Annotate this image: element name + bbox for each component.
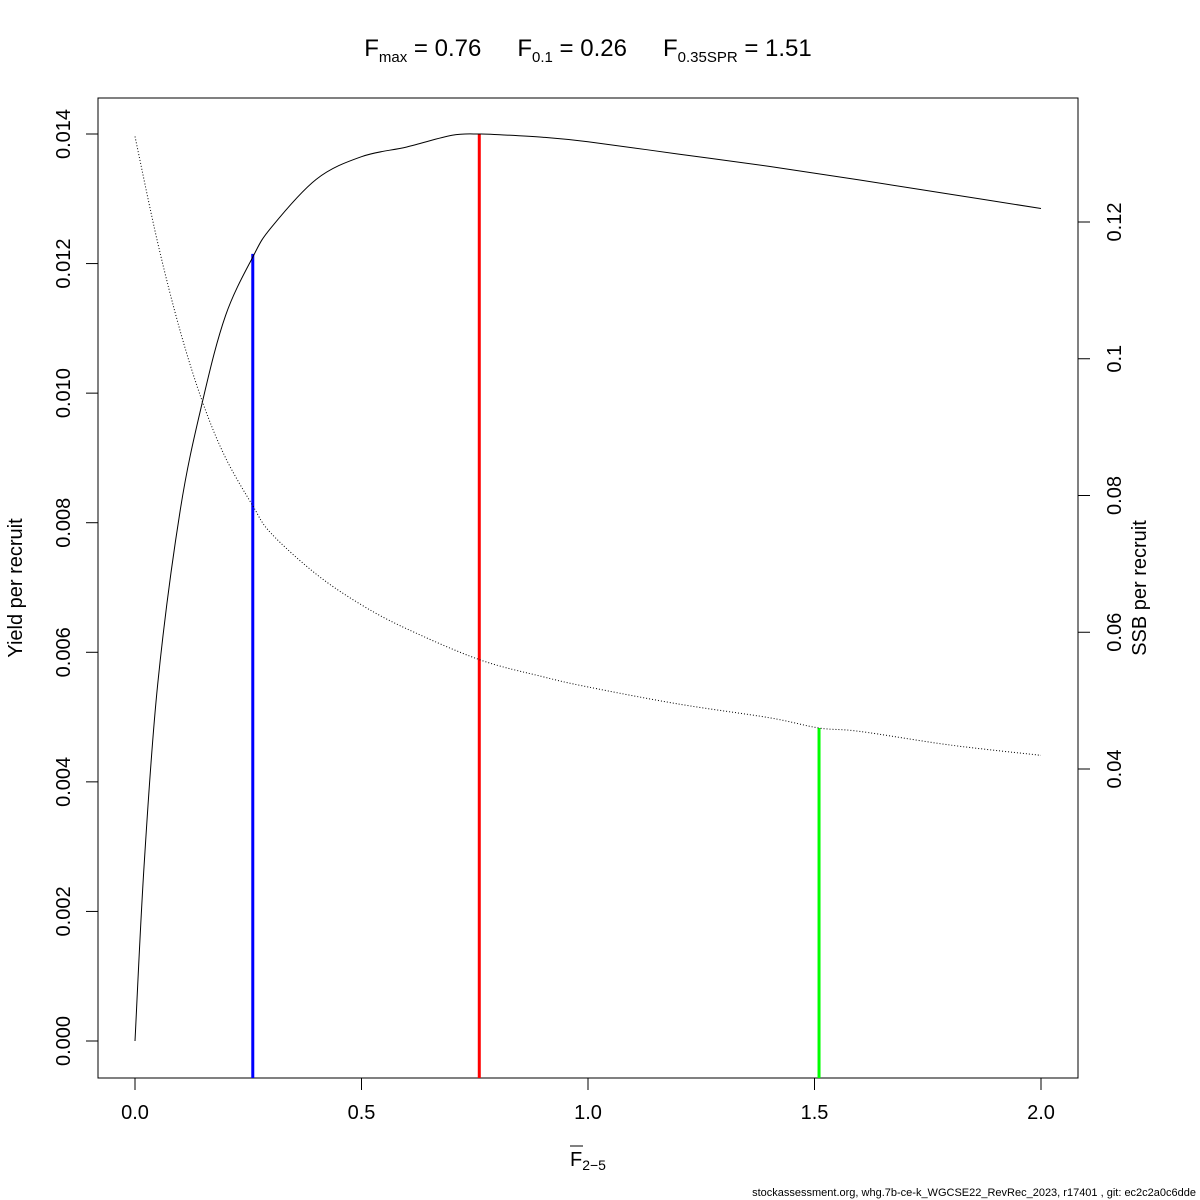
f01-sub: 0.1 <box>532 49 553 66</box>
y-left-tick-label: 0.004 <box>53 757 75 807</box>
y-left-tick-label: 0.002 <box>53 886 75 936</box>
ssb-per-recruit-curve <box>134 136 1042 756</box>
x-tick-label: 1.0 <box>574 1102 602 1124</box>
f035spr-value: 1.51 <box>765 35 812 62</box>
reference-lines <box>251 134 821 1078</box>
footer-note: stockassessment.org, whg.7b-ce-k_WGCSE22… <box>752 1187 1196 1199</box>
f01-eq: = <box>553 35 580 62</box>
plot-frame <box>97 97 1079 1079</box>
f01-symbol: F <box>517 35 532 62</box>
y-axis-right-label: SSB per recruit <box>1129 520 1151 656</box>
x-axis-label: F2−5 <box>570 1145 606 1173</box>
x-label-sub: 2−5 <box>582 1157 606 1173</box>
chart-title: Fmax = 0.76 F0.1 = 0.26 F0.35SPR = 1.51 <box>364 35 812 66</box>
y-right-tick-label: 0.1 <box>1104 345 1126 373</box>
x-label-symbol: F <box>570 1149 582 1171</box>
y-axis-left-label: Yield per recruit <box>5 518 27 658</box>
fmax-value: 0.76 <box>435 35 482 62</box>
y-axis-left: 0.000 0.002 0.004 0.006 0.008 0.010 0.012 0.014 <box>53 109 98 1066</box>
svg-text:F2−5: F2−5 <box>570 1149 606 1173</box>
y-left-tick-label: 0.008 <box>53 498 75 548</box>
y-left-tick-label: 0.000 <box>53 1016 75 1066</box>
fmax-eq: = <box>407 35 434 62</box>
yield-per-recruit-curve <box>134 133 1042 1042</box>
y-left-tick-label: 0.010 <box>53 368 75 418</box>
f035spr-eq: = <box>738 35 765 62</box>
y-left-tick-label: 0.006 <box>53 627 75 677</box>
f035spr-sub: 0.35SPR <box>678 49 738 66</box>
y-axis-right: 0.04 0.06 0.08 0.1 0.12 <box>1078 203 1126 789</box>
y-left-tick-label: 0.014 <box>53 109 75 159</box>
f01-value: 0.26 <box>580 35 627 62</box>
fmax-symbol: F <box>364 35 379 62</box>
y-right-tick-label: 0.06 <box>1104 613 1126 652</box>
y-right-tick-label: 0.08 <box>1104 476 1126 515</box>
y-right-tick-label: 0.04 <box>1104 750 1126 789</box>
x-axis: 0.0 0.5 1.0 1.5 2.0 <box>121 1078 1055 1124</box>
x-tick-label: 1.5 <box>801 1102 829 1124</box>
x-tick-label: 2.0 <box>1027 1102 1055 1124</box>
f035spr-symbol: F <box>663 35 678 62</box>
x-tick-label: 0.0 <box>121 1102 149 1124</box>
fmax-sub: max <box>379 49 408 66</box>
y-left-tick-label: 0.012 <box>53 239 75 289</box>
x-tick-label: 0.5 <box>348 1102 376 1124</box>
y-right-tick-label: 0.12 <box>1104 203 1126 242</box>
